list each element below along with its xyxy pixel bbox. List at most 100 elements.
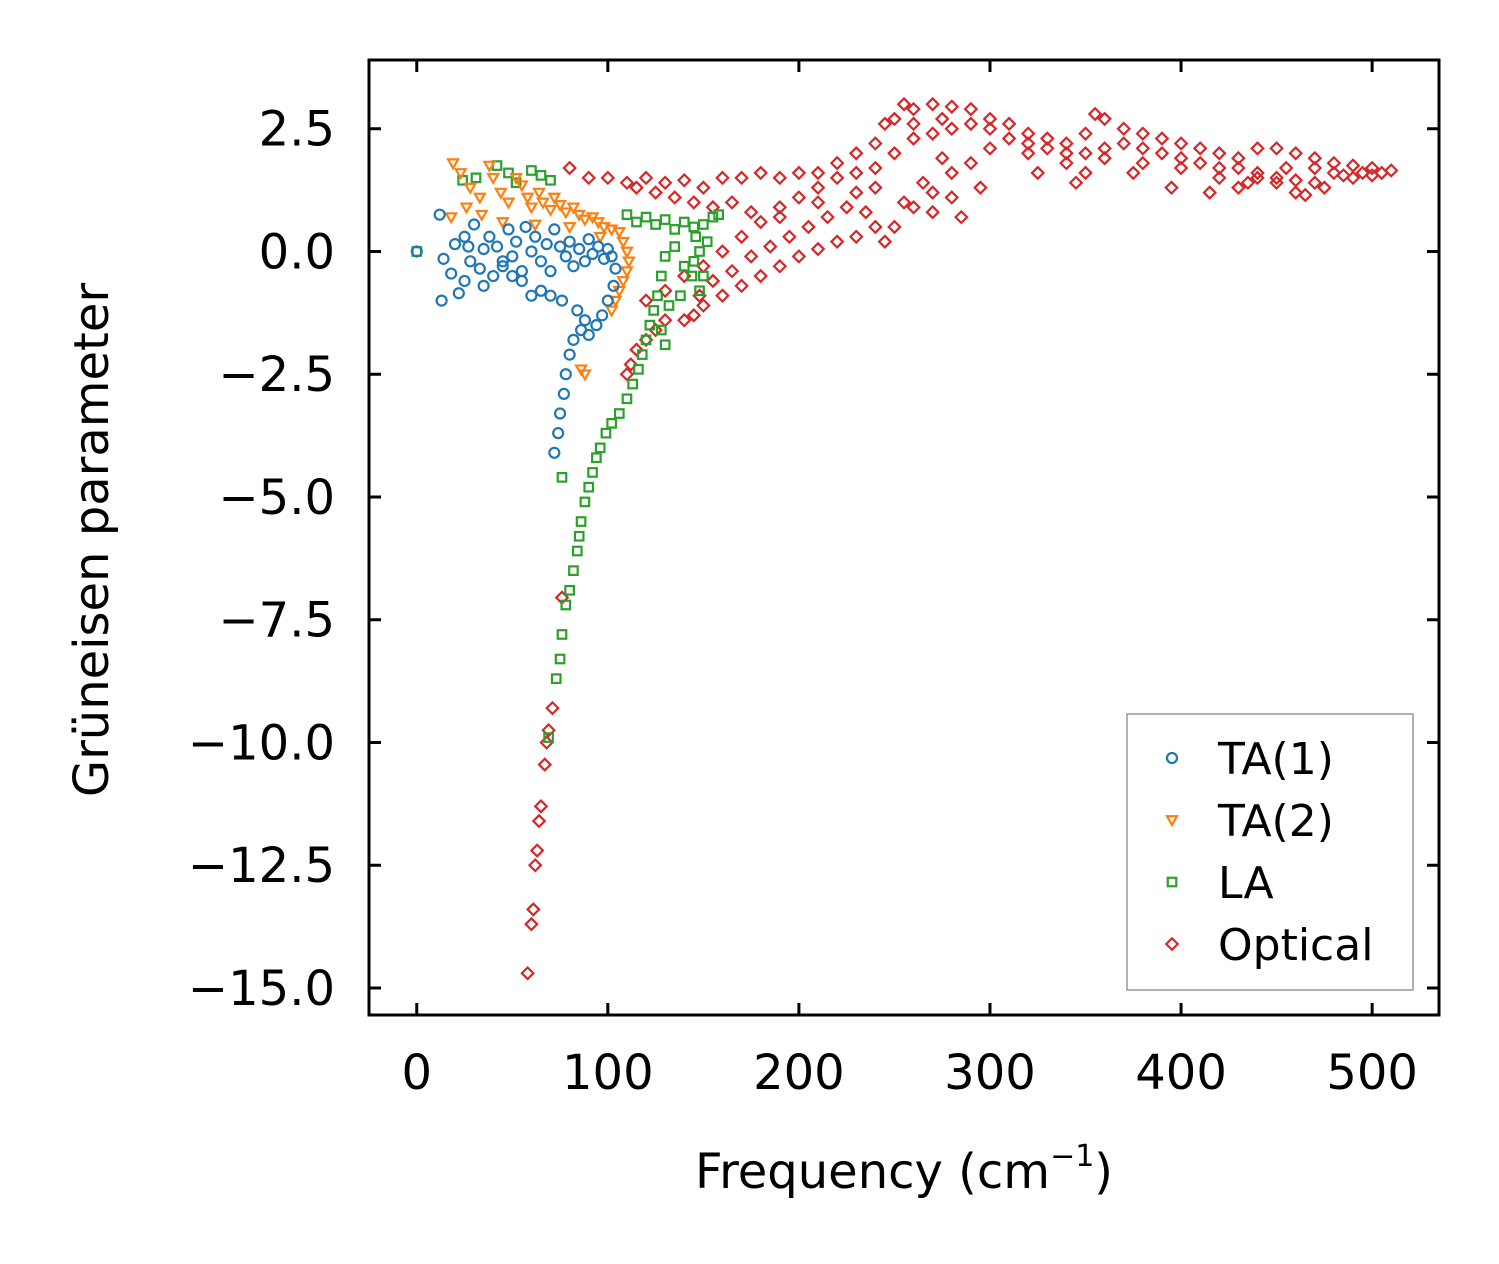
data-point — [648, 185, 663, 200]
data-point — [1250, 165, 1265, 181]
data-point — [839, 199, 854, 215]
data-point — [533, 799, 549, 814]
data-point — [493, 187, 508, 200]
y-tick-label: −2.5 — [218, 347, 335, 403]
data-point — [644, 319, 656, 331]
data-point — [887, 111, 902, 127]
data-point — [648, 322, 663, 338]
data-point — [629, 342, 644, 357]
y-tick-label: 0.0 — [259, 224, 335, 280]
data-point — [944, 121, 960, 137]
y-tick-label: −12.5 — [188, 838, 335, 894]
data-point — [772, 199, 788, 215]
data-point — [810, 165, 826, 181]
data-point — [525, 289, 538, 302]
data-point — [701, 236, 713, 248]
series-optical — [520, 96, 1399, 981]
data-point — [669, 224, 681, 235]
ticks-layer: 0 100 200 300 400 500 2.5 0.0 −2.5 −5.0 −7.5 −10.0 −… — [188, 60, 1439, 1101]
data-point — [1087, 106, 1103, 122]
data-point — [463, 182, 478, 195]
data-point — [688, 255, 700, 267]
data-point — [578, 255, 592, 268]
data-point — [470, 172, 482, 184]
data-point — [613, 408, 625, 419]
data-point — [556, 629, 568, 640]
data-point — [1364, 160, 1380, 176]
data-point — [1269, 170, 1284, 186]
x-axis-label-main: Frequency (cm — [695, 1144, 1050, 1200]
data-point — [640, 211, 652, 223]
data-point — [1307, 175, 1323, 191]
data-point — [575, 516, 587, 527]
data-point — [698, 219, 709, 230]
data-point — [458, 274, 471, 288]
data-point — [502, 223, 515, 236]
data-point — [772, 209, 788, 225]
data-point — [590, 319, 603, 332]
data-point — [715, 170, 730, 186]
data-point — [543, 732, 554, 743]
data-point — [829, 234, 845, 249]
data-point — [1001, 131, 1017, 146]
series-ta-1- — [410, 208, 622, 459]
data-point — [688, 221, 700, 233]
data-point — [524, 202, 539, 215]
data-point — [633, 363, 644, 375]
data-point — [597, 252, 611, 265]
data-point — [553, 407, 567, 420]
legend-entry: TA(2) — [1165, 796, 1334, 847]
data-point — [663, 300, 675, 311]
data-point — [621, 209, 633, 221]
data-point — [667, 190, 683, 205]
x-axis-label-superscript: −1 — [1050, 1139, 1094, 1174]
data-point — [655, 324, 667, 336]
data-point — [556, 472, 568, 483]
data-point — [1240, 175, 1256, 191]
data-point — [515, 265, 528, 278]
data-point — [529, 230, 542, 243]
data-point — [510, 177, 522, 189]
data-point — [1269, 141, 1284, 156]
data-point — [963, 101, 979, 117]
data-point — [605, 250, 618, 263]
data-point — [464, 255, 477, 268]
data-point — [724, 263, 740, 279]
data-point — [601, 294, 614, 307]
data-point — [1231, 150, 1246, 166]
data-point — [1231, 160, 1246, 176]
x-tick-label: 500 — [1326, 1045, 1418, 1101]
data-point — [555, 294, 569, 307]
data-point — [627, 378, 639, 390]
data-point — [592, 240, 605, 253]
data-point — [1374, 165, 1389, 181]
data-point — [915, 175, 931, 191]
data-point — [648, 305, 660, 316]
data-point — [446, 158, 460, 171]
data-point — [696, 180, 711, 195]
data-point — [578, 369, 592, 382]
data-point — [596, 309, 609, 322]
data-point — [578, 214, 592, 227]
data-point — [887, 219, 902, 235]
data-point — [829, 155, 845, 171]
data-point — [573, 242, 586, 256]
data-point — [877, 116, 893, 132]
data-point — [593, 231, 608, 244]
data-point — [715, 288, 730, 303]
data-point — [1078, 165, 1093, 181]
data-point — [652, 290, 663, 302]
data-point — [547, 192, 562, 205]
data-point — [525, 245, 538, 258]
data-point — [582, 233, 595, 246]
data-point — [1345, 158, 1361, 173]
data-point — [678, 216, 690, 228]
data-point — [448, 238, 462, 251]
data-point — [543, 204, 558, 217]
data-point — [496, 255, 509, 268]
data-point — [1250, 141, 1265, 156]
data-point — [620, 246, 634, 259]
legend-entry: Optical — [1164, 920, 1373, 971]
data-point — [973, 180, 988, 195]
data-point — [553, 240, 567, 253]
